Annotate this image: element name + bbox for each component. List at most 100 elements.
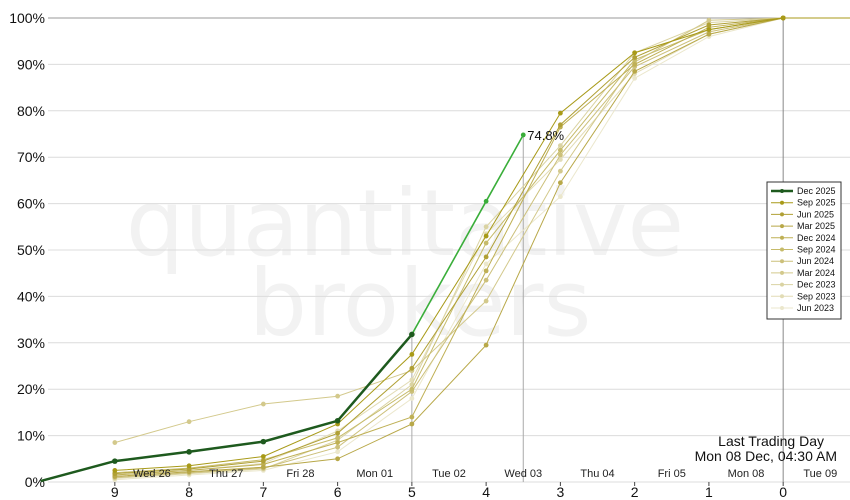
y-tick-label: 10%	[17, 428, 45, 444]
data-point	[335, 444, 341, 450]
last-trading-day-value: Mon 08 Dec, 04:30 AM	[695, 448, 837, 464]
data-point	[112, 440, 118, 445]
gridlines	[48, 17, 850, 483]
legend-marker	[780, 306, 784, 310]
series-line	[114, 17, 784, 478]
x-axis: Wed 26 Thu 27 Fri 28 Mon 01 Tue 02 Wed 03 Thu …	[111, 468, 837, 500]
day-label: Tue 02	[432, 468, 466, 480]
series-line	[114, 17, 784, 481]
x-tick-label: 8	[185, 484, 193, 500]
x-tick-label: 5	[408, 484, 416, 500]
day-label: Fri 05	[658, 468, 686, 480]
data-point	[632, 50, 638, 56]
data-point	[335, 430, 341, 436]
data-point	[557, 180, 563, 186]
y-tick-label: 70%	[17, 149, 45, 165]
data-point	[557, 122, 563, 128]
y-tick-label: 90%	[17, 56, 45, 72]
day-label: Thu 04	[580, 468, 614, 480]
data-point	[483, 198, 489, 204]
data-point	[557, 168, 563, 174]
y-tick-label: 100%	[9, 10, 45, 26]
y-axis-ticks: 0% 10% 20% 30% 40% 50% 60% 70% 80% 90% 100%	[9, 10, 45, 490]
data-point	[335, 456, 341, 462]
data-point	[409, 421, 415, 427]
legend-label: Dec 2023	[797, 280, 836, 290]
data-point	[186, 419, 192, 425]
day-label: Wed 03	[504, 468, 542, 480]
current-value-label: 74.8%	[527, 128, 564, 143]
y-tick-label: 50%	[17, 242, 45, 258]
day-label: Tue 09	[803, 468, 837, 480]
data-point	[409, 386, 415, 392]
data-point	[483, 342, 489, 348]
data-point	[557, 194, 563, 200]
day-label: Fri 28	[286, 468, 314, 480]
legend-label: Jun 2024	[797, 256, 834, 266]
legend-marker	[780, 200, 784, 205]
data-point	[260, 401, 266, 407]
data-point	[483, 277, 489, 283]
data-point	[260, 464, 266, 470]
data-point	[483, 233, 489, 239]
data-point	[260, 438, 267, 445]
y-tick-label: 60%	[17, 196, 45, 212]
data-point	[260, 454, 266, 459]
legend-label: Dec 2024	[797, 233, 836, 243]
series-line	[114, 17, 784, 477]
x-tick-label: 7	[259, 484, 267, 500]
data-point	[186, 449, 192, 455]
data-point	[409, 331, 415, 338]
legend-marker	[780, 294, 784, 299]
data-point	[334, 417, 341, 424]
data-point	[409, 352, 415, 357]
data-point	[557, 152, 563, 158]
data-point	[483, 224, 489, 230]
legend-label: Jun 2025	[797, 209, 834, 219]
y-tick-label: 30%	[17, 335, 45, 351]
data-point	[632, 75, 638, 81]
legend-label: Sep 2025	[797, 198, 836, 208]
data-point	[483, 261, 489, 267]
data-point	[706, 17, 712, 23]
data-point	[557, 147, 563, 153]
data-point	[557, 110, 563, 116]
legend-marker	[780, 189, 784, 193]
series-line	[114, 17, 784, 471]
legend-marker	[780, 247, 784, 252]
legend-marker	[780, 259, 784, 264]
legend-label: Sep 2023	[797, 291, 836, 301]
y-tick-label: 0%	[25, 474, 45, 490]
data-point	[335, 449, 341, 455]
data-point	[520, 132, 526, 138]
x-tick-label: 9	[111, 484, 119, 500]
y-tick-label: 20%	[17, 381, 45, 397]
data-point	[483, 268, 489, 274]
watermark-line-2: brokers	[249, 250, 592, 357]
data-point	[557, 143, 563, 149]
data-point	[409, 365, 415, 371]
day-label: Thu 27	[209, 468, 243, 480]
data-point	[335, 393, 341, 399]
data-point	[632, 55, 638, 60]
y-tick-label: 40%	[17, 288, 45, 304]
data-point	[780, 15, 786, 21]
data-point	[557, 157, 563, 162]
watermark-line-1: quantitative	[126, 170, 684, 277]
series-line	[114, 17, 784, 479]
y-tick-label: 80%	[17, 103, 45, 119]
data-point	[409, 396, 415, 401]
data-point	[483, 254, 489, 260]
data-point	[112, 468, 118, 473]
legend-label: Mar 2024	[797, 268, 835, 278]
data-point	[706, 31, 712, 37]
legend-label: Mar 2025	[797, 221, 835, 231]
data-point	[632, 62, 638, 67]
last-trading-day-title: Last Trading Day	[718, 433, 824, 449]
day-label: Mon 08	[728, 468, 765, 480]
legend-marker	[780, 235, 784, 240]
